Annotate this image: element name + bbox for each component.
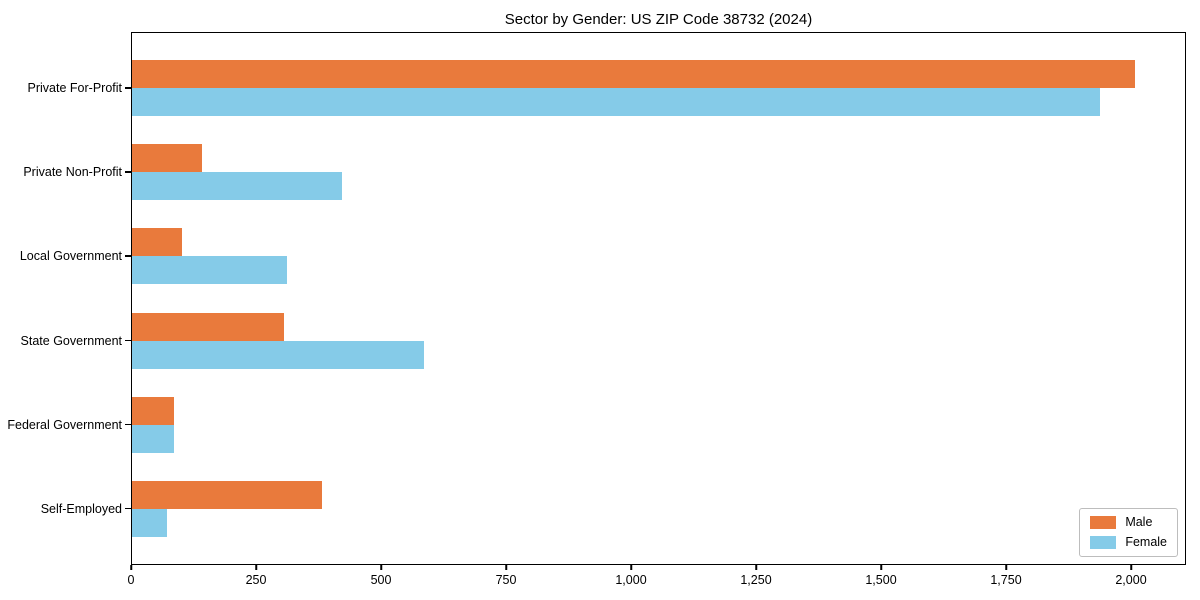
y-tick-mark — [125, 339, 131, 342]
bar-group-self-employed: Self-Employed — [41, 467, 1185, 551]
bar-male-private-non-profit — [132, 144, 202, 173]
x-tick-label-1-000: 1,000 — [615, 573, 647, 587]
bar-male-federal-government — [132, 396, 175, 425]
x-tick-mark — [1005, 565, 1007, 570]
x-tick-label-500: 500 — [370, 573, 392, 587]
y-axis-label-local-government: Local Government — [19, 249, 122, 264]
x-tick-label-1-250: 1,250 — [740, 573, 772, 587]
y-tick-mark — [125, 171, 131, 173]
y-tick-mark — [125, 507, 131, 510]
bar-male-state-government — [132, 312, 285, 341]
x-tick-label-0: 0 — [127, 573, 135, 587]
x-tick-label-1-750: 1,750 — [990, 573, 1022, 587]
bar-female-federal-government — [132, 424, 175, 453]
bar-male-local-government — [132, 228, 182, 257]
x-tick-mark — [755, 565, 757, 570]
plot-area: Private For-Profit Private Non-Profit Loca… — [7, 32, 1186, 565]
legend-entry-male: Male — [1090, 516, 1167, 529]
x-tick-mark — [630, 565, 632, 570]
x-axis: 0 250 500 750 1,000 1,250 1,500 1,750 2,000 — [127, 565, 1186, 595]
chart-title: Sector by Gender: US ZIP Code 38732 (202… — [504, 11, 813, 28]
bar-rows: Private For-Profit Private Non-Profit Loca… — [7, 33, 1185, 564]
y-tick-mark — [125, 87, 131, 89]
y-axis-label-federal-government: Federal Government — [7, 417, 122, 432]
bar-group-private-non-profit: Private Non-Profit — [23, 130, 1185, 214]
y-axis-label-state-government: State Government — [20, 333, 122, 348]
y-tick-mark — [125, 423, 131, 426]
y-axis-label-private-non-profit: Private Non-Profit — [23, 165, 122, 180]
bar-male-self-employed — [132, 480, 322, 509]
bar-male-private-for-profit — [132, 60, 1136, 89]
x-tick-mark — [130, 565, 132, 570]
bar-female-self-employed — [132, 508, 167, 537]
bar-female-private-non-profit — [132, 172, 342, 201]
legend-label-male: Male — [1125, 515, 1153, 530]
legend-entry-female: Female — [1090, 536, 1167, 549]
legend-swatch-female — [1090, 536, 1117, 549]
bar-female-state-government — [132, 340, 424, 369]
legend: Male Female — [1079, 508, 1178, 557]
x-tick-label-250: 250 — [245, 573, 267, 587]
legend-label-female: Female — [1125, 535, 1167, 550]
bar-group-private-for-profit: Private For-Profit — [28, 46, 1185, 130]
x-tick-label-750: 750 — [495, 573, 517, 587]
bar-female-private-for-profit — [132, 88, 1101, 117]
bar-group-federal-government: Federal Government — [7, 383, 1185, 467]
bar-female-local-government — [132, 256, 287, 285]
y-axis-label-self-employed: Self-Employed — [40, 501, 122, 516]
x-tick-label-1-500: 1,500 — [865, 573, 897, 587]
bar-group-state-government: State Government — [21, 299, 1185, 383]
x-tick-mark — [505, 565, 507, 570]
y-tick-mark — [125, 255, 131, 257]
x-tick-mark — [880, 565, 882, 570]
x-tick-mark — [255, 565, 257, 570]
x-tick-mark — [1130, 565, 1132, 570]
legend-swatch-male — [1090, 516, 1117, 529]
x-tick-label-2-000: 2,000 — [1115, 573, 1147, 587]
bar-group-local-government: Local Government — [20, 214, 1185, 298]
x-tick-mark — [380, 565, 382, 570]
y-axis-label-private-for-profit: Private For-Profit — [27, 81, 122, 96]
